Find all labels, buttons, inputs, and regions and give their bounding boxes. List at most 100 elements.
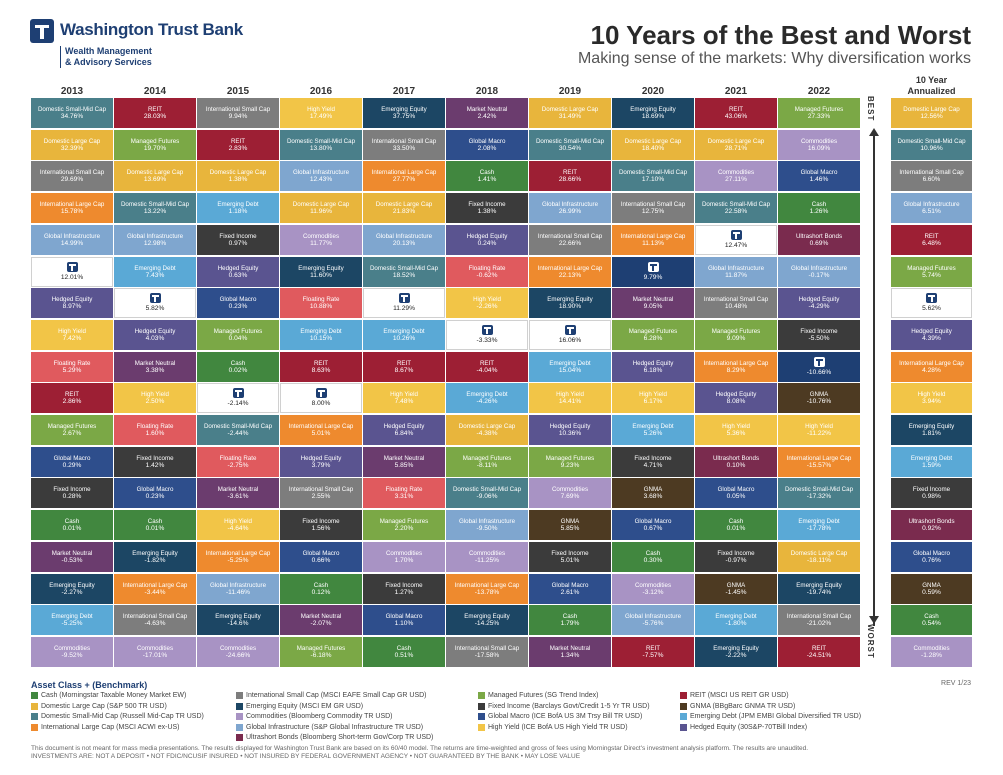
cell-hedged-equity: Hedged Equity 8.97%	[31, 288, 113, 318]
cell-value: -9.50%	[476, 525, 498, 532]
cell-value: -0.62%	[476, 272, 498, 279]
cell-global-macro: Global Macro 2.61%	[529, 574, 611, 604]
cell-cash: Cash 1.26%	[778, 193, 860, 223]
cell-value: 5.85%	[394, 462, 414, 469]
bank-logo-icon	[232, 388, 244, 399]
cell-value: -4.38%	[476, 430, 498, 437]
cell-value: 5.62%	[922, 305, 941, 313]
cell-international-small-cap: International Small Cap -17.58%	[446, 637, 528, 667]
logo-subtitle: Wealth Management & Advisory Services	[60, 46, 152, 68]
legend-item-international-large-cap: International Large Cap (MSCI ACWI ex-US…	[31, 723, 180, 731]
cell-cash: Cash 0.01%	[695, 510, 777, 540]
cell-label: Global Infrastructure	[375, 232, 433, 240]
cell-label: Cash	[313, 581, 329, 589]
cell-cash: Cash 0.02%	[197, 352, 279, 382]
cell-label: GNMA	[726, 581, 746, 589]
cell-label: Market Neutral	[217, 485, 259, 493]
cell-value: 32.39%	[60, 145, 84, 152]
cell-gnma: GNMA -1.45%	[695, 574, 777, 604]
legend-label: REIT (MSCI US REIT GR USD)	[690, 692, 789, 699]
cell-value: -13.78%	[474, 589, 500, 596]
cell-value: 0.29%	[62, 462, 82, 469]
cell-commodities: Commodities 11.77%	[280, 225, 362, 255]
cell-emerging-equity: Emerging Equity -19.74%	[778, 574, 860, 604]
cell-value: -1.82%	[144, 557, 166, 564]
cell-value: -21.02%	[806, 620, 832, 627]
cell-label: High Yield	[639, 390, 667, 398]
cell-label: Fixed Income	[800, 327, 838, 335]
cell-reit: REIT -7.57%	[612, 637, 694, 667]
cell-washington-trust-bank: 5.62%	[891, 288, 972, 318]
cell-value: 37.75%	[392, 113, 416, 120]
cell-value: 29.69%	[60, 176, 84, 183]
cell-managed-futures: Managed Futures -8.11%	[446, 447, 528, 477]
legend-swatch	[236, 723, 243, 731]
axis-line	[873, 136, 875, 626]
cell-label: Managed Futures	[462, 454, 512, 462]
legend-label: Cash (Morningstar Taxable Money Market E…	[41, 692, 187, 699]
cell-global-macro: Global Macro 0.29%	[31, 447, 113, 477]
cell-label: Domestic Small-Mid Cap	[286, 137, 356, 145]
cell-emerging-debt: Emerging Debt -17.78%	[778, 510, 860, 540]
cell-emerging-equity: Emerging Equity -14.6%	[197, 605, 279, 635]
cell-label: International Small Cap 6.60%	[899, 168, 964, 183]
cell-value: -1.80%	[725, 620, 747, 627]
cell-label: Floating Rate	[385, 485, 423, 493]
cell-label: Commodities	[717, 168, 755, 176]
legend-label: High Yield (ICE BofA US High Yield TR US…	[488, 723, 628, 731]
cell-value: 5.36%	[726, 430, 746, 437]
cell-value: 0.54%	[922, 620, 941, 627]
legend-item-emerging-debt: Emerging Debt (JPM EMBI Global Diversifi…	[680, 713, 861, 720]
cell-value: 2.67%	[62, 430, 82, 437]
cell-label: Managed Futures	[47, 422, 97, 430]
cell-label: Cash	[562, 612, 578, 620]
cell-value: 0.66%	[311, 557, 331, 564]
cell-value: 8.08%	[726, 398, 746, 405]
cell-label: International Large Cap	[122, 581, 188, 589]
legend-item-gnma: GNMA (BBgBarc GNMA TR USD)	[680, 702, 795, 710]
cell-value: 27.11%	[725, 176, 747, 183]
cell-label: Market Neutral	[51, 549, 93, 557]
cell-value: 5.01%	[560, 557, 580, 564]
legend-item-ultrashort-bonds: Ultrashort Bonds (Bloomberg Short-term G…	[236, 734, 433, 741]
cell-value: 15.04%	[558, 367, 582, 374]
cell-value: 8.97%	[62, 303, 82, 310]
cell-high-yield: High Yield 5.36%	[695, 415, 777, 445]
cell-label: Managed Futures	[628, 327, 678, 335]
cell-label: Commodities	[302, 232, 340, 240]
cell-label: Fixed Income	[136, 454, 174, 462]
cell-value: -2.22%	[725, 652, 747, 659]
cell-value: 31.49%	[558, 113, 582, 120]
cell-value: 3.68%	[643, 493, 663, 500]
cell-label: Global Infrastructure	[292, 168, 350, 176]
cell-washington-trust-bank: -10.66%	[778, 352, 860, 382]
cell-value: 4.71%	[643, 462, 663, 469]
cell-global-infrastructure: Global Infrastructure 12.98%	[114, 225, 196, 255]
cell-label: Commodities	[913, 644, 950, 652]
year-header-2013: 2013	[60, 86, 84, 97]
legend-item-cash: Cash (Morningstar Taxable Money Market E…	[31, 692, 186, 699]
cell-label: International Small Cap	[122, 612, 188, 620]
cell-hedged-equity: Hedged Equity 0.63%	[197, 257, 279, 287]
cell-label: Global Macro	[800, 168, 838, 176]
cell-commodities: Commodities -11.25%	[446, 542, 528, 572]
bank-logo-icon	[564, 325, 576, 336]
cell-label: GNMA	[560, 517, 580, 525]
cell-value: 0.98%	[922, 493, 941, 500]
cell-label: International Large Cap	[620, 232, 686, 240]
cell-reit: REIT 28.66%	[529, 161, 611, 191]
cell-value: -11.25%	[474, 557, 500, 564]
cell-domestic-small-mid-cap: Domestic Small-Mid Cap 34.76%	[31, 98, 113, 128]
cell-reit: REIT 8.63%	[280, 352, 362, 382]
cell-value: -4.64%	[227, 525, 249, 532]
cell-value: 14.99%	[60, 240, 84, 247]
year-header-2014: 2014	[143, 86, 167, 97]
cell-high-yield: High Yield 7.42%	[31, 320, 113, 350]
cell-value: -18.11%	[806, 557, 832, 564]
cell-emerging-debt: Emerging Debt 1.59%	[891, 447, 972, 477]
cell-international-large-cap: International Large Cap 15.78%	[31, 193, 113, 223]
cell-value: 1.46%	[809, 176, 829, 183]
cell-value: 7.48%	[394, 398, 414, 405]
bank-logo-icon	[481, 325, 493, 336]
bank-logo-icon	[398, 293, 410, 304]
